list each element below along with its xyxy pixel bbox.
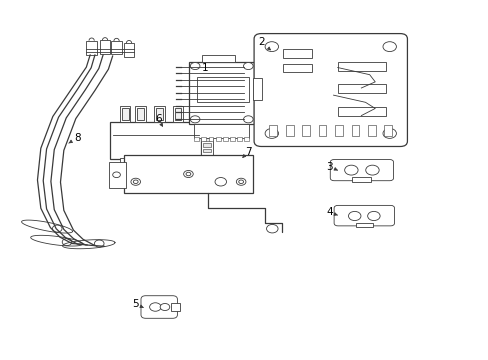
Circle shape xyxy=(190,116,200,123)
Bar xyxy=(109,162,126,188)
Bar xyxy=(120,105,130,122)
Bar xyxy=(202,55,234,62)
Circle shape xyxy=(367,211,379,221)
Bar xyxy=(154,105,164,122)
Circle shape xyxy=(190,63,200,69)
Circle shape xyxy=(344,165,357,175)
Bar xyxy=(215,137,220,141)
Bar xyxy=(334,125,342,136)
Circle shape xyxy=(133,180,138,184)
Bar xyxy=(123,43,134,57)
Bar xyxy=(172,105,183,122)
Circle shape xyxy=(365,165,378,175)
Bar xyxy=(384,125,391,136)
Bar xyxy=(203,138,211,141)
Bar xyxy=(194,123,249,138)
Bar xyxy=(203,132,211,136)
Text: 3: 3 xyxy=(326,162,332,172)
Bar xyxy=(318,125,325,136)
Circle shape xyxy=(215,177,226,186)
Circle shape xyxy=(264,42,278,51)
Bar xyxy=(252,78,262,100)
Bar xyxy=(201,137,206,141)
Circle shape xyxy=(131,178,140,185)
Bar xyxy=(191,108,198,120)
Circle shape xyxy=(382,129,396,138)
Bar xyxy=(86,41,97,55)
Bar xyxy=(244,137,249,141)
Bar xyxy=(237,137,242,141)
Text: 6: 6 xyxy=(155,114,161,124)
Bar xyxy=(110,122,201,159)
Bar xyxy=(351,125,359,136)
Bar xyxy=(182,158,196,168)
Circle shape xyxy=(62,239,72,246)
Circle shape xyxy=(52,225,62,232)
Bar xyxy=(196,77,249,102)
Bar xyxy=(337,107,386,116)
Circle shape xyxy=(264,129,278,138)
Circle shape xyxy=(185,172,190,176)
Bar xyxy=(120,158,134,168)
Bar xyxy=(111,41,122,54)
Bar xyxy=(171,303,180,311)
Circle shape xyxy=(155,161,161,165)
Bar xyxy=(269,125,277,136)
Circle shape xyxy=(124,161,130,165)
Circle shape xyxy=(348,211,360,221)
Bar xyxy=(151,158,165,168)
Bar xyxy=(302,125,309,136)
Circle shape xyxy=(243,63,253,69)
Bar xyxy=(174,108,181,120)
Bar xyxy=(203,143,211,147)
Circle shape xyxy=(382,42,396,51)
Bar xyxy=(137,108,143,120)
Bar xyxy=(201,131,213,155)
Circle shape xyxy=(266,224,278,233)
Text: 2: 2 xyxy=(258,37,264,48)
Bar xyxy=(122,108,128,120)
FancyBboxPatch shape xyxy=(254,33,407,147)
Text: 1: 1 xyxy=(202,63,208,73)
FancyBboxPatch shape xyxy=(141,296,177,318)
Bar xyxy=(285,125,293,136)
Bar xyxy=(282,49,311,58)
Bar xyxy=(135,105,145,122)
Bar xyxy=(189,105,200,122)
Circle shape xyxy=(112,172,120,177)
Bar xyxy=(156,108,163,120)
Bar xyxy=(367,125,375,136)
Circle shape xyxy=(186,161,192,165)
Bar xyxy=(337,84,386,93)
Bar xyxy=(208,137,213,141)
Bar xyxy=(189,62,254,123)
Bar xyxy=(194,137,199,141)
FancyBboxPatch shape xyxy=(333,206,394,226)
Text: 8: 8 xyxy=(74,133,81,143)
Bar xyxy=(203,149,211,153)
Bar xyxy=(230,137,234,141)
Text: 5: 5 xyxy=(132,299,138,309)
Bar xyxy=(100,40,110,54)
Circle shape xyxy=(94,240,104,247)
Bar xyxy=(351,177,371,183)
Circle shape xyxy=(160,303,169,311)
Bar xyxy=(123,154,253,193)
Bar xyxy=(282,64,311,72)
FancyBboxPatch shape xyxy=(329,159,393,181)
Text: 4: 4 xyxy=(326,207,332,217)
Circle shape xyxy=(149,303,161,311)
Bar xyxy=(223,137,227,141)
Circle shape xyxy=(243,116,253,123)
Circle shape xyxy=(236,178,245,185)
Bar xyxy=(337,62,386,71)
Bar xyxy=(355,223,372,227)
Circle shape xyxy=(183,171,193,177)
Circle shape xyxy=(238,180,243,184)
Text: 7: 7 xyxy=(244,147,251,157)
